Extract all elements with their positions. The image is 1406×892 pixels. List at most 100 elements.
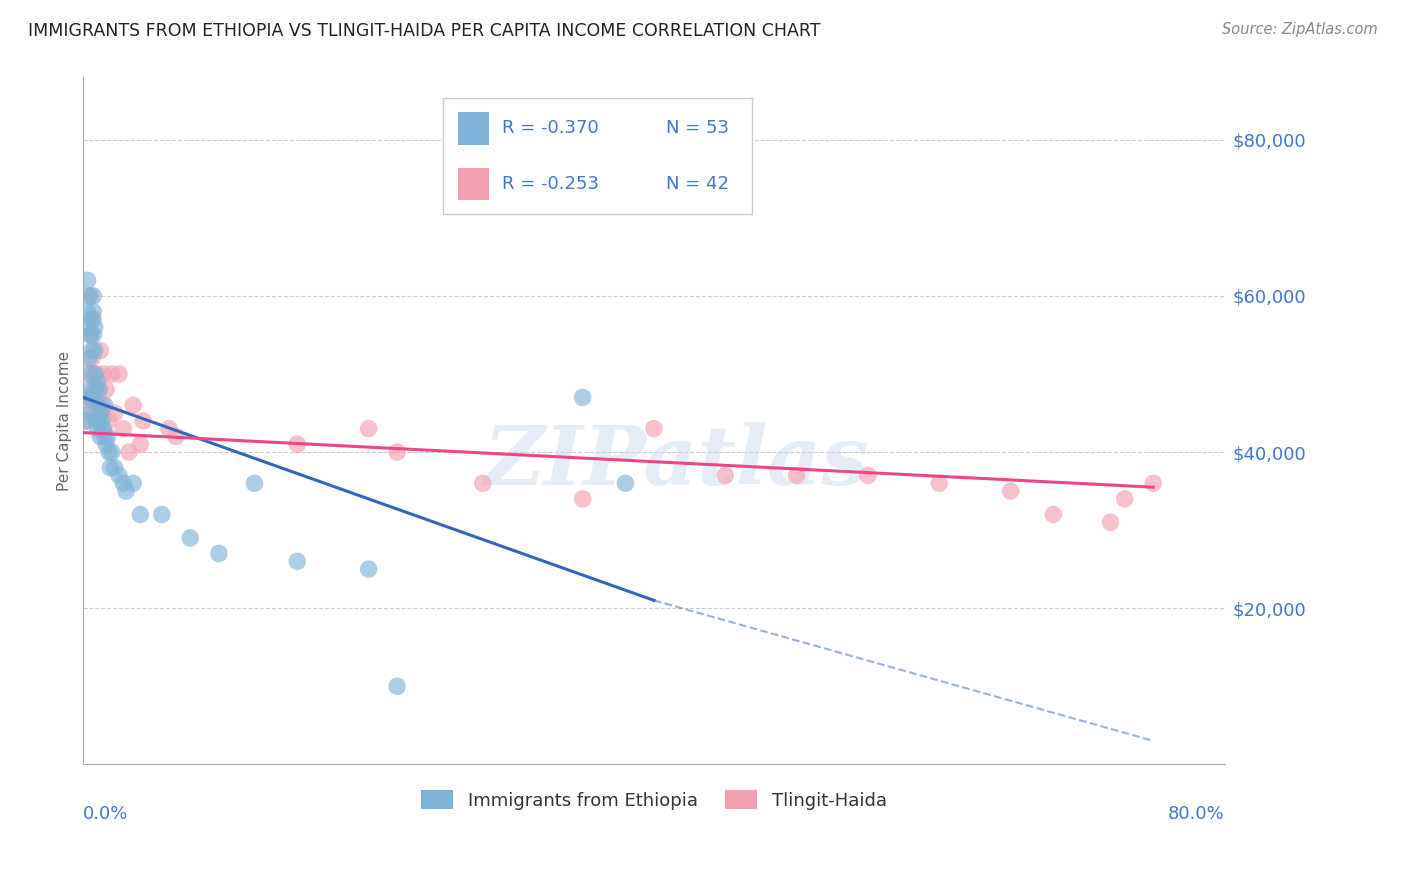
Point: [84, 367, 107, 381]
Point: [80, 343, 103, 358]
Text: N = 53: N = 53: [665, 120, 728, 137]
Point: [96, 429, 118, 443]
Point: [80, 312, 103, 326]
Point: [179, 531, 201, 545]
Point: [93, 398, 115, 412]
Point: [82, 328, 104, 343]
Point: [101, 445, 124, 459]
Point: [100, 460, 122, 475]
Point: [856, 468, 879, 483]
Point: [1142, 476, 1164, 491]
Text: ZIPatlas: ZIPatlas: [484, 422, 869, 502]
Text: N = 42: N = 42: [665, 175, 728, 193]
Point: [94, 383, 117, 397]
Point: [77, 351, 100, 366]
Point: [104, 406, 127, 420]
Point: [108, 367, 131, 381]
Point: [89, 429, 111, 443]
Point: [84, 383, 107, 397]
Point: [86, 414, 108, 428]
Text: R = -0.370: R = -0.370: [502, 120, 599, 137]
Point: [101, 367, 124, 381]
Point: [571, 491, 593, 506]
Point: [150, 508, 173, 522]
Point: [83, 343, 105, 358]
Point: [1042, 508, 1064, 522]
Point: [87, 383, 110, 397]
Point: [82, 289, 104, 303]
Point: [471, 476, 494, 491]
Point: [90, 398, 112, 412]
Text: 0.0%: 0.0%: [83, 805, 129, 823]
Point: [357, 562, 380, 576]
Point: [614, 476, 637, 491]
Point: [112, 422, 135, 436]
Point: [79, 383, 101, 397]
Point: [285, 437, 308, 451]
Point: [87, 383, 110, 397]
Point: [86, 398, 108, 412]
Point: [714, 468, 737, 483]
Point: [80, 391, 103, 405]
Point: [115, 484, 138, 499]
Text: Source: ZipAtlas.com: Source: ZipAtlas.com: [1222, 22, 1378, 37]
Point: [129, 437, 152, 451]
Point: [83, 398, 105, 412]
Point: [157, 422, 180, 436]
Point: [122, 398, 145, 412]
Bar: [458, 112, 489, 145]
Text: 80.0%: 80.0%: [1168, 805, 1225, 823]
Point: [104, 460, 127, 475]
Point: [108, 468, 131, 483]
Point: [89, 406, 111, 420]
Point: [79, 367, 101, 381]
Bar: [458, 168, 489, 200]
Point: [80, 351, 103, 366]
Point: [385, 445, 408, 459]
Point: [84, 414, 107, 428]
Point: [165, 429, 187, 443]
Point: [208, 547, 231, 561]
Point: [82, 383, 104, 397]
Point: [76, 304, 98, 318]
Text: IMMIGRANTS FROM ETHIOPIA VS TLINGIT-HAIDA PER CAPITA INCOME CORRELATION CHART: IMMIGRANTS FROM ETHIOPIA VS TLINGIT-HAID…: [28, 22, 821, 40]
Legend: Immigrants from Ethiopia, Tlingit-Haida: Immigrants from Ethiopia, Tlingit-Haida: [413, 783, 894, 817]
Point: [129, 508, 152, 522]
Point: [86, 375, 108, 389]
Point: [79, 289, 101, 303]
Point: [90, 414, 112, 428]
Point: [1114, 491, 1136, 506]
Point: [77, 398, 100, 412]
Point: [132, 414, 155, 428]
Point: [786, 468, 808, 483]
Point: [87, 414, 110, 428]
Point: [76, 320, 98, 334]
Point: [93, 429, 115, 443]
Point: [243, 476, 266, 491]
Point: [643, 422, 665, 436]
Y-axis label: Per Capita Income: Per Capita Income: [58, 351, 72, 491]
Point: [571, 391, 593, 405]
Point: [76, 273, 98, 287]
Point: [77, 391, 100, 405]
Point: [82, 304, 104, 318]
Point: [98, 414, 121, 428]
Point: [98, 445, 121, 459]
Point: [83, 367, 105, 381]
Point: [1099, 516, 1122, 530]
Point: [77, 289, 100, 303]
Point: [76, 367, 98, 381]
Point: [79, 328, 101, 343]
Point: [75, 414, 97, 428]
Point: [1000, 484, 1022, 499]
Point: [79, 328, 101, 343]
Point: [112, 476, 135, 491]
Point: [91, 422, 114, 436]
Point: [122, 476, 145, 491]
Point: [83, 320, 105, 334]
Point: [79, 406, 101, 420]
Point: [89, 343, 111, 358]
Point: [75, 414, 97, 428]
Point: [118, 445, 141, 459]
Point: [94, 437, 117, 451]
